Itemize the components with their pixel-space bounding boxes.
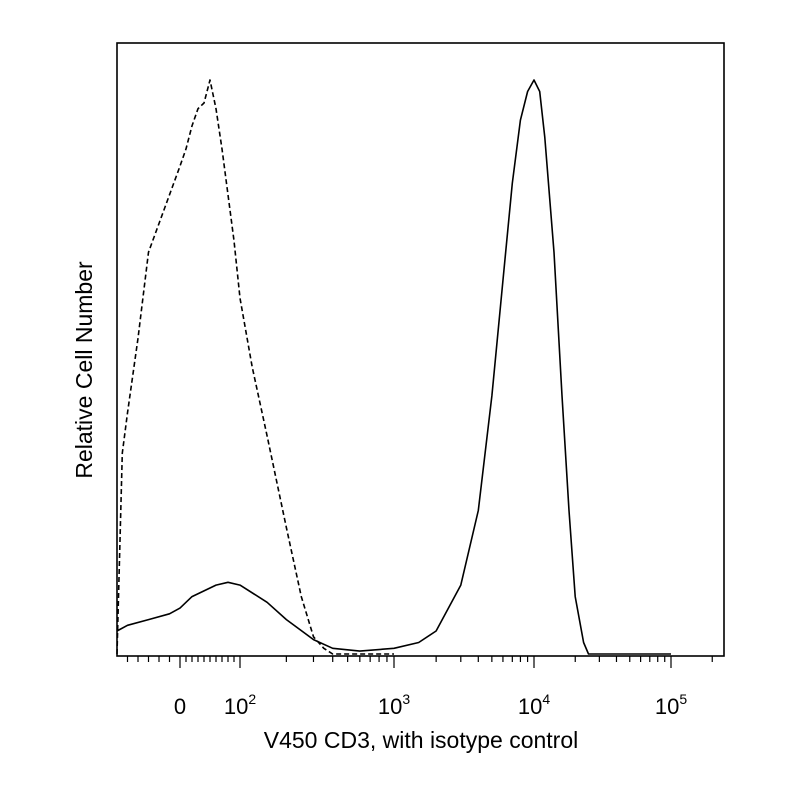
x-axis-label: V450 CD3, with isotype control (264, 727, 579, 753)
x-tick-label: 104 (518, 691, 550, 719)
x-minor-ticks (126, 656, 713, 668)
series-layer (116, 79, 671, 655)
cd3-curve (116, 79, 671, 655)
x-tick-label: 103 (378, 691, 410, 719)
x-tick-label: 102 (224, 691, 256, 719)
x-tick-labels: 0 102 103 104 105 (174, 691, 687, 719)
isotype-control-curve (116, 79, 394, 655)
y-axis-label: Relative Cell Number (71, 261, 97, 479)
x-tick-label: 0 (174, 694, 186, 719)
x-tick-label: 105 (655, 691, 687, 719)
plot-frame (116, 42, 725, 657)
